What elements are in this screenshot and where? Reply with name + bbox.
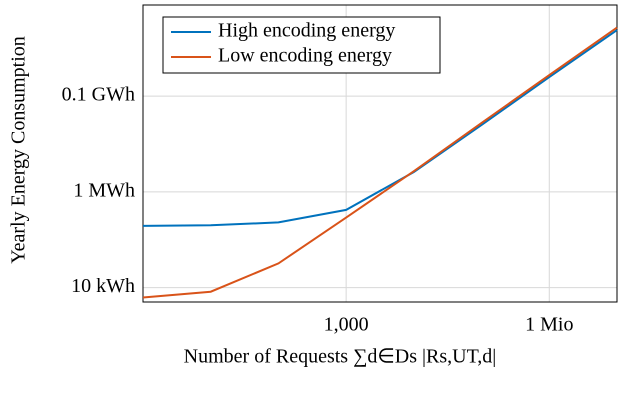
plot-frame — [142, 4, 618, 303]
line-series — [142, 26, 618, 299]
legend-label: High encoding energy — [218, 20, 395, 42]
legend-box — [162, 16, 441, 74]
y-axis-label: Yearly Energy Consumption — [8, 36, 30, 264]
x-tick-label: 1,000 — [324, 314, 369, 336]
y-tick-label: 1 MWh — [73, 179, 135, 201]
y-tick-label: 0.1 GWh — [62, 84, 135, 106]
legend-label: Low encoding energy — [218, 45, 392, 67]
x-tick-label: 1 Mio — [525, 314, 573, 336]
x-axis-label: Number of Requests ∑d∈Ds |Rs,UT,d| — [184, 346, 497, 368]
line-series — [142, 29, 618, 227]
y-tick-label: 10 kWh — [71, 275, 135, 297]
